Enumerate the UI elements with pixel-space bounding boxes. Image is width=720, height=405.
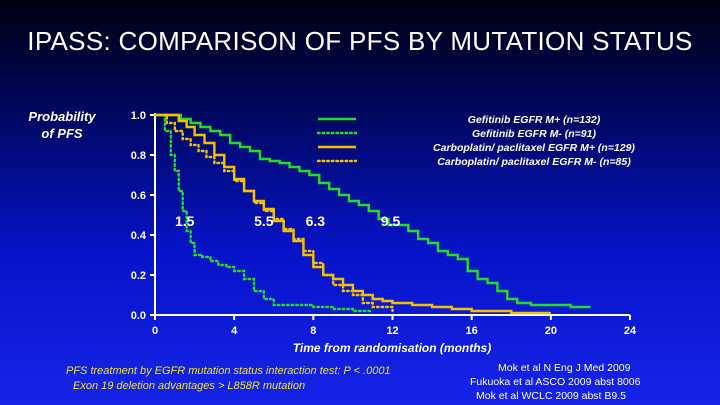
x-tick-label: 16: [466, 325, 478, 337]
footnote-interaction-test: PFS treatment by EGFR mutation status in…: [66, 365, 391, 377]
slide-title: IPASS: COMPARISON OF PFS BY MUTATION STA…: [27, 26, 693, 56]
references: Mok et al N Eng J Med 2009 Fukuoka et al…: [452, 361, 712, 403]
legend-label: Carboplatin/ paclitaxel EGFR M+ (n=129): [433, 142, 635, 154]
y-tick-label: 0.6: [131, 190, 146, 202]
x-tick-label: 8: [310, 325, 316, 337]
x-tick-label: 0: [152, 325, 158, 337]
chart-axes: 0.0 0.2 0.4 0.6 0.8 1.0 0 4 8 12 16 20 24: [131, 110, 637, 337]
y-tick-label: 1.0: [131, 110, 146, 122]
y-tick-label: 0.0: [131, 310, 146, 322]
footnotes: PFS treatment by EGFR mutation status in…: [66, 364, 391, 394]
chart-series: [153, 113, 591, 315]
footnote-exon19: Exon 19 deletion advantages > L858R muta…: [73, 380, 306, 392]
median-label: 6.3: [306, 213, 326, 229]
legend-label: Carboplatin/ paclitaxel EGFR M- (n=85): [437, 156, 631, 168]
km-curve: [153, 113, 394, 313]
km-curve: [153, 113, 374, 313]
reference-item: Mok et al WCLC 2009 abst B9.5: [476, 390, 626, 402]
median-label: 1.5: [175, 213, 195, 229]
x-axis-label: Time from randomisation (months): [293, 341, 491, 355]
y-tick-label: 0.4: [131, 230, 147, 242]
median-label: 5.5: [254, 213, 274, 229]
reference-item: Mok et al N Eng J Med 2009: [498, 362, 631, 374]
y-tick-label: 0.2: [131, 270, 146, 282]
legend-label: Gefitinib EGFR M- (n=91): [472, 128, 596, 140]
legend-label: Gefitinib EGFR M+ (n=132): [468, 114, 601, 126]
reference-item: Fukuoka et al ASCO 2009 abst 8006: [470, 376, 641, 388]
median-annotations: 1.5 5.5 6.3 9.5: [175, 213, 401, 229]
chart-legend: Gefitinib EGFR M+ (n=132) Gefitinib EGFR …: [316, 114, 635, 168]
x-tick-label: 4: [231, 325, 238, 337]
x-tick-label: 20: [545, 325, 557, 337]
y-axis-label: Probability of PFS: [28, 109, 96, 141]
x-tick-label: 24: [624, 325, 637, 337]
x-tick-label: 12: [386, 325, 398, 337]
median-label: 9.5: [381, 213, 401, 229]
km-curve: [155, 113, 591, 309]
y-tick-label: 0.8: [131, 150, 146, 162]
